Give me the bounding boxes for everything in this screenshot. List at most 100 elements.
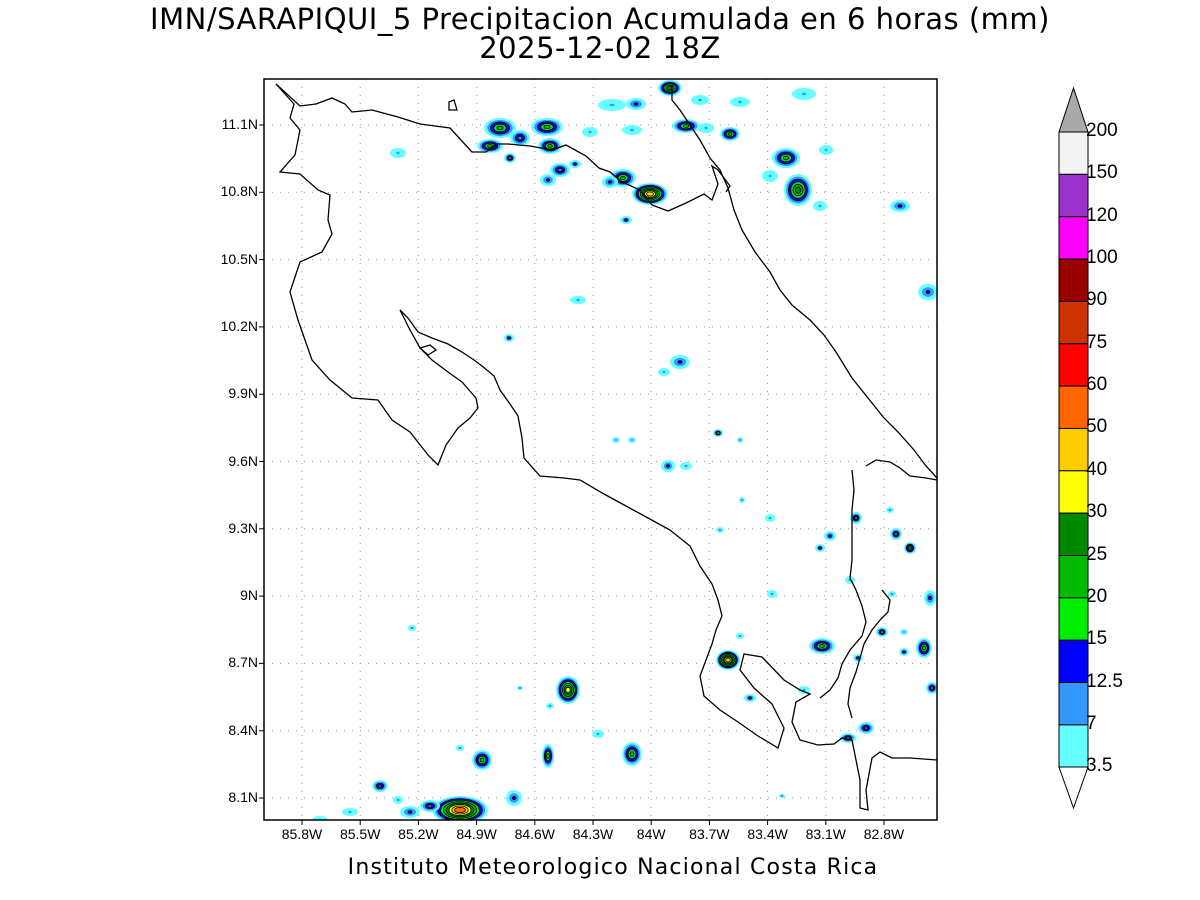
lon-label: 84W <box>636 826 666 842</box>
precip-contour <box>427 804 433 808</box>
precip-contour <box>576 298 580 302</box>
map-subtitle-date: 2025-12-02 18Z <box>479 31 721 65</box>
precip-contour <box>890 592 894 596</box>
precip-contour <box>454 806 466 814</box>
precip-contour <box>487 144 493 148</box>
lon-label: 84.3W <box>572 826 614 842</box>
precip-contour <box>614 438 618 442</box>
lon-label: 83.7W <box>689 826 730 842</box>
precip-contour <box>930 686 934 690</box>
lon-label: 85.8W <box>281 826 323 842</box>
precip-contour <box>565 686 571 694</box>
colorbar-label: 25 <box>1086 543 1108 565</box>
lon-label: 83.4W <box>747 826 788 842</box>
lat-label: 8.1N <box>228 789 258 805</box>
precip-contour <box>479 757 485 763</box>
colorbar-label: 200 <box>1086 120 1118 141</box>
colorbar-swatch <box>1058 470 1089 514</box>
precip-contour <box>768 516 772 520</box>
lat-label: 8.7N <box>228 654 258 671</box>
colorbar-swatch <box>1058 216 1089 260</box>
precip-contour <box>824 148 828 152</box>
precip-contour <box>698 98 702 102</box>
lat-label: 10.5N <box>220 250 258 267</box>
precip-contour <box>864 726 868 730</box>
precip-contour <box>596 732 600 736</box>
colorbar-swatch <box>1058 173 1089 218</box>
colorbar <box>1058 86 1089 810</box>
precip-contour <box>508 156 512 160</box>
precip-contour <box>908 546 912 550</box>
precip-contour <box>518 686 522 690</box>
precip-contour <box>666 464 670 468</box>
precip-contour <box>609 103 615 107</box>
map-background <box>264 79 937 820</box>
precip-contour <box>704 126 708 130</box>
precip-contour <box>902 650 906 654</box>
colorbar-swatch <box>1058 555 1089 599</box>
colorbar-min-triangle <box>1058 766 1089 810</box>
precip-contour <box>517 136 523 140</box>
colorbar-swatch <box>1058 639 1089 684</box>
precip-contour <box>557 168 563 172</box>
panama-east-coast <box>847 589 891 719</box>
lon-label: 84.6W <box>514 826 556 842</box>
precip-contour <box>677 360 683 364</box>
precip-contour <box>716 431 720 435</box>
precip-contour <box>410 626 414 630</box>
precip-contour <box>818 546 822 550</box>
colorbar-label: 150 <box>1086 162 1118 184</box>
precip-contour <box>782 155 790 161</box>
precip-contour <box>727 132 733 136</box>
map-frame <box>263 78 938 821</box>
precip-contour <box>928 596 932 600</box>
precip-contour <box>768 174 772 178</box>
lat-label: 9.3N <box>228 519 258 536</box>
precip-contour <box>770 592 774 596</box>
precip-contour <box>854 516 858 520</box>
colorbar-label: 75 <box>1086 331 1108 353</box>
colorbar-label: 7 <box>1086 712 1097 734</box>
precip-contour <box>819 644 825 648</box>
precip-contour <box>458 746 462 750</box>
map-title: IMN/SARAPIQUI_5 Precipitacion Acumulada … <box>150 2 1050 36</box>
lat-label: 9.6N <box>228 452 258 469</box>
precip-contour <box>396 151 400 155</box>
precip-contour <box>512 796 516 800</box>
precip-contour <box>588 130 592 134</box>
colorbar-swatch <box>1058 258 1089 302</box>
lat-label: 11.1N <box>221 116 258 132</box>
precip-contour <box>546 753 550 759</box>
colorbar-label: 20 <box>1086 585 1108 607</box>
colorbar-swatch <box>1058 597 1089 641</box>
footer-credit: Instituto Meteorologico Nacional Costa R… <box>347 855 879 880</box>
precip-contour <box>738 634 742 638</box>
precip-contour <box>608 180 612 184</box>
precip-contour <box>801 92 807 96</box>
colorbar-label: 30 <box>1086 501 1108 523</box>
precip-contour <box>407 810 413 814</box>
colorbar-label: 12.5 <box>1086 670 1123 692</box>
island-north <box>448 99 458 111</box>
colorbar-label: 15 <box>1086 628 1108 650</box>
lat-label: 8.4N <box>228 721 258 738</box>
island-chira <box>418 344 438 356</box>
precip-contour <box>630 128 634 132</box>
precip-contour <box>548 704 552 708</box>
precip-contour <box>682 124 690 128</box>
colorbar-label: 100 <box>1086 247 1118 269</box>
colorbar-swatch <box>1058 300 1089 345</box>
colorbar-label: 90 <box>1086 289 1108 311</box>
precip-contour <box>620 175 626 181</box>
lat-label: 10.2N <box>220 317 258 334</box>
precip-contour <box>629 751 635 757</box>
lon-label: 83.1W <box>805 826 847 842</box>
precip-contour <box>546 178 550 182</box>
precip-contour <box>738 100 742 104</box>
colorbar-swatch <box>1058 385 1089 429</box>
lat-label: 9.9N <box>228 385 258 402</box>
precip-contour <box>738 438 742 442</box>
precip-contour <box>507 336 511 340</box>
precip-contour <box>780 794 784 798</box>
